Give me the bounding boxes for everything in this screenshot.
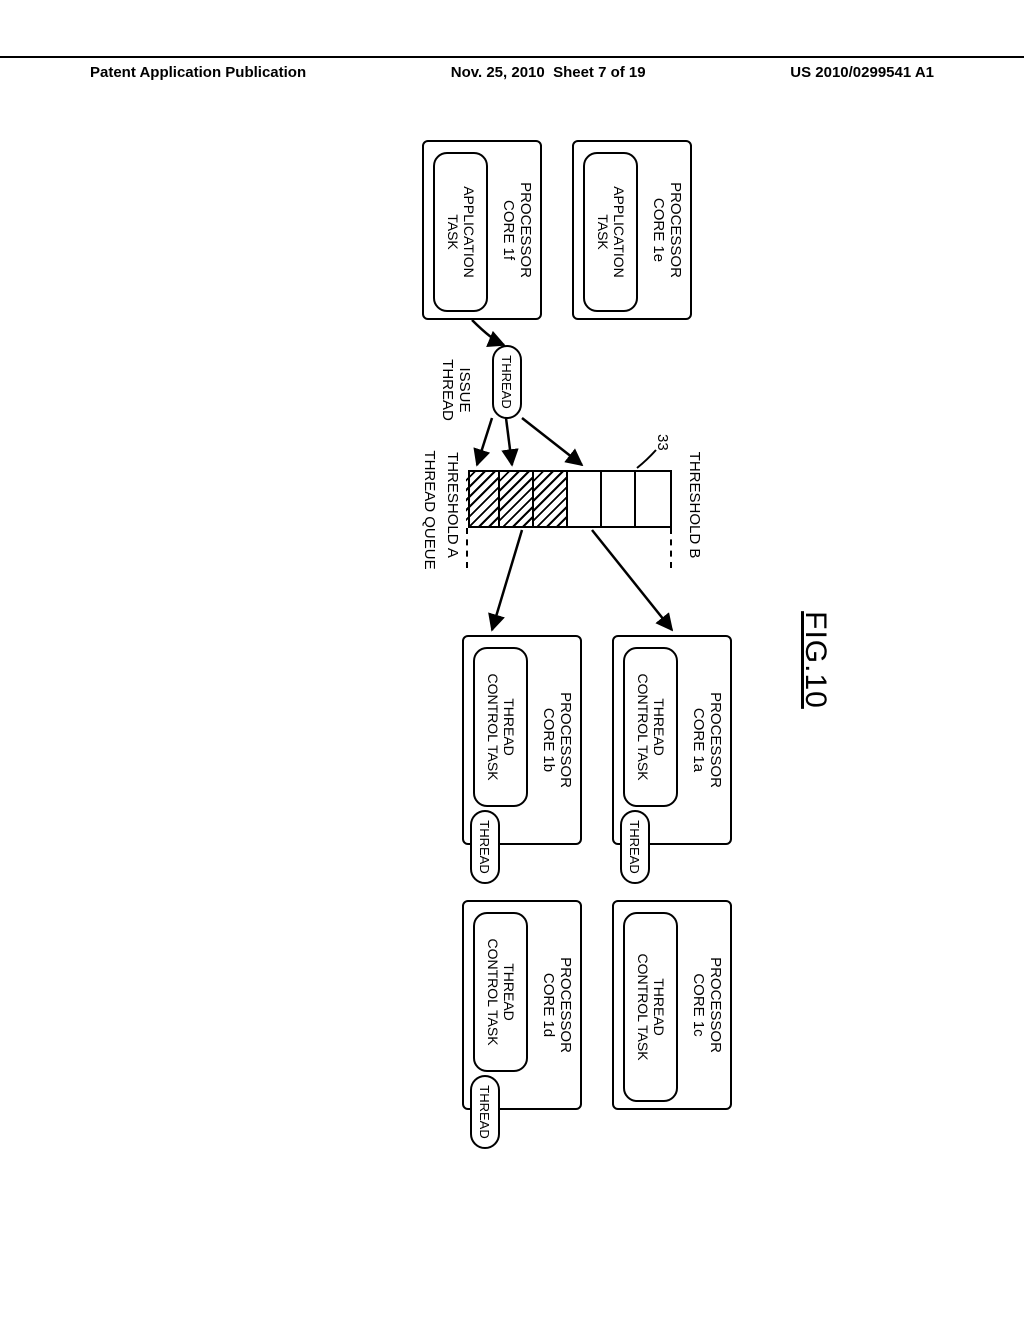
thread-pill-1d: THREAD	[470, 1075, 500, 1149]
thread-queue	[468, 470, 672, 528]
header-center: Nov. 25, 2010 Sheet 7 of 19	[451, 64, 646, 81]
threshold-b-line	[670, 528, 672, 568]
core-1b-title: PROCESSOR CORE 1b	[540, 637, 575, 843]
thread-queue-caption: THREAD QUEUE	[421, 435, 438, 585]
core-1c-task: THREAD CONTROL TASK	[623, 912, 678, 1102]
core-1f-title: PROCESSOR CORE 1f	[500, 142, 535, 318]
thread-pill-issue: THREAD	[492, 345, 522, 419]
core-1c: PROCESSOR CORE 1c THREAD CONTROL TASK	[612, 900, 732, 1110]
core-1e: PROCESSOR CORE 1e APPLICATION TASK	[572, 140, 692, 320]
core-1d-task: THREAD CONTROL TASK	[473, 912, 528, 1072]
threshold-a-label: THRESHOLD A	[444, 440, 461, 570]
core-1e-title: PROCESSOR CORE 1e	[650, 142, 685, 318]
issue-thread-label: ISSUE THREAD	[439, 345, 472, 435]
core-1d-title: PROCESSOR CORE 1d	[540, 902, 575, 1108]
page-header: Patent Application Publication Nov. 25, …	[0, 56, 1024, 81]
thread-pill-1a: THREAD	[620, 810, 650, 884]
core-1f-task: APPLICATION TASK	[433, 152, 488, 312]
core-1c-title: PROCESSOR CORE 1c	[690, 902, 725, 1108]
figure-title: FIG.10	[798, 611, 832, 709]
threshold-a-line	[466, 528, 468, 568]
core-1b-task: THREAD CONTROL TASK	[473, 647, 528, 807]
thread-pill-1b: THREAD	[470, 810, 500, 884]
queue-ref-number: 33	[654, 434, 671, 451]
threshold-b-label: THRESHOLD B	[686, 440, 703, 570]
figure-stage: FIG.10 PROCESSOR CORE 1e APPLICATION TAS…	[202, 130, 822, 1190]
core-1e-task: APPLICATION TASK	[583, 152, 638, 312]
core-1f: PROCESSOR CORE 1f APPLICATION TASK	[422, 140, 542, 320]
core-1a-task: THREAD CONTROL TASK	[623, 647, 678, 807]
core-1a-title: PROCESSOR CORE 1a	[690, 637, 725, 843]
header-left: Patent Application Publication	[0, 64, 306, 81]
header-right: US 2010/0299541 A1	[790, 64, 1024, 81]
